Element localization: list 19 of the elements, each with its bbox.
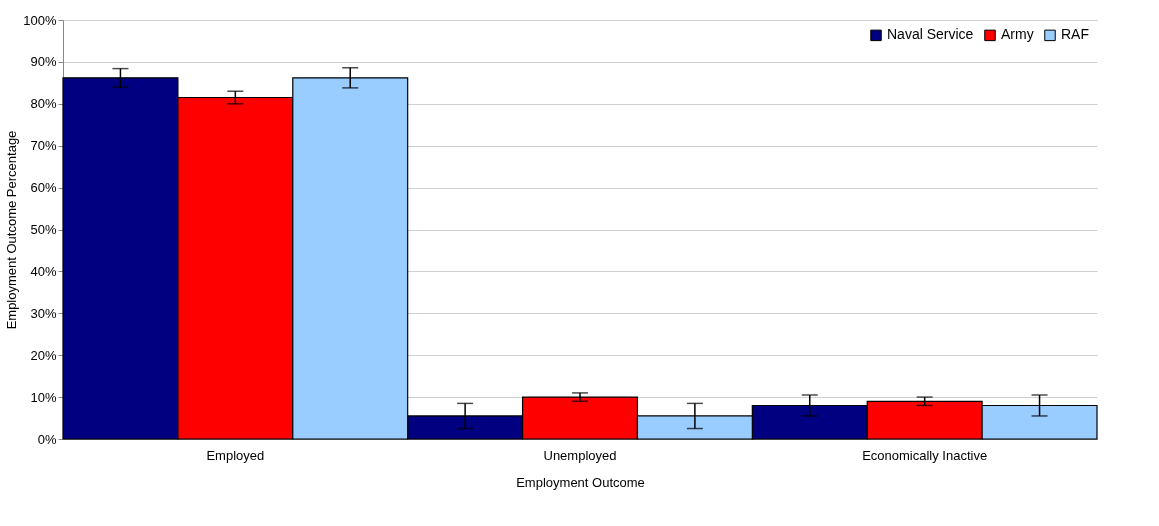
y-axis-title: Employment Outcome Percentage xyxy=(4,130,20,330)
y-tick-label: 90% xyxy=(30,54,57,70)
legend-label: Army xyxy=(1001,26,1034,43)
x-tick-label: Unemployed xyxy=(543,447,617,463)
y-tick-label: 30% xyxy=(30,305,57,321)
y-tick-label: 20% xyxy=(30,347,57,363)
y-tick-label: 70% xyxy=(30,138,57,154)
x-tick-label: Economically Inactive xyxy=(862,447,988,463)
y-tick-label: 40% xyxy=(30,263,57,279)
x-axis-title: Employment Outcome xyxy=(516,474,645,490)
y-tick-label: 100% xyxy=(23,12,57,28)
y-tick-label: 80% xyxy=(30,96,57,112)
legend-label: Naval Service xyxy=(887,26,974,43)
y-tick-label: 50% xyxy=(30,222,57,237)
y-tick-label: 0% xyxy=(37,431,57,447)
y-tick-label: 10% xyxy=(30,389,57,405)
legend-label: RAF xyxy=(1061,26,1089,43)
y-tick-label: 60% xyxy=(30,180,57,196)
x-tick-label: Employed xyxy=(206,447,265,463)
